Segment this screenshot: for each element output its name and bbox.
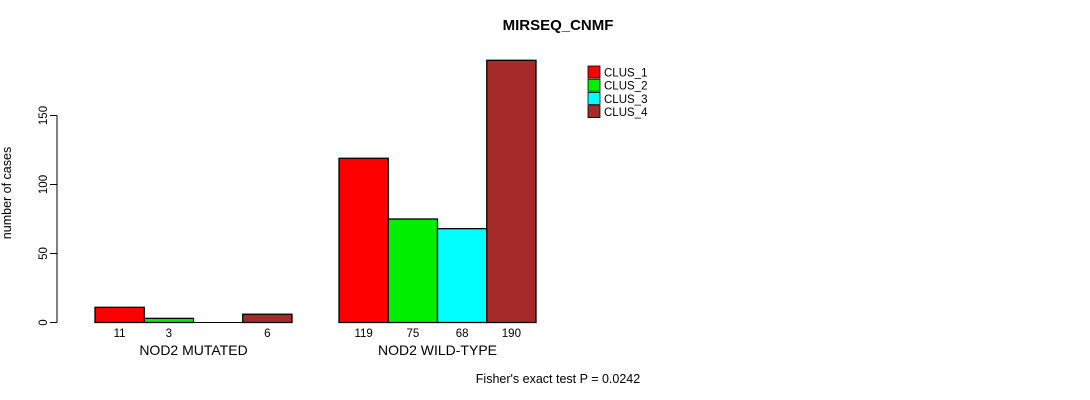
bar-clus_3 — [436, 228, 488, 324]
y-axis-tick-label: 150 — [38, 106, 50, 125]
y-axis-label: number of cases — [0, 147, 14, 239]
legend-label-clus_2: CLUS_2 — [604, 81, 647, 93]
bar-clus_1 — [94, 306, 145, 324]
chart-title: MIRSEQ_CNMF — [503, 17, 614, 34]
legend-swatch-clus_3 — [587, 92, 601, 105]
legend-swatch-clus_1 — [587, 65, 601, 79]
bar-value-label: 190 — [502, 328, 521, 340]
bar-clus_2 — [387, 218, 439, 324]
legend-label-clus_4: CLUS_4 — [604, 107, 648, 119]
y-axis-tick-label: 50 — [38, 247, 50, 260]
bar-clus_4 — [486, 59, 537, 324]
bar-clus_2 — [143, 317, 195, 324]
bar-clus_4 — [242, 313, 293, 324]
y-axis-tick-label: 0 — [38, 319, 50, 325]
bar-value-label: 75 — [406, 328, 419, 340]
group-label-nod2-wild-type: NOD2 WILD-TYPE — [378, 342, 497, 358]
bar-value-label: 68 — [456, 328, 469, 340]
legend-label-clus_1: CLUS_1 — [604, 68, 647, 80]
legend-label-clus_3: CLUS_3 — [604, 94, 647, 106]
group-label-nod2-mutated: NOD2 MUTATED — [139, 342, 247, 358]
bar-value-label: 3 — [166, 328, 172, 340]
bar-clus_1 — [338, 157, 389, 324]
y-axis-tick-label: 100 — [38, 175, 50, 194]
legend-swatch-clus_2 — [587, 78, 601, 92]
bar-value-label: 119 — [354, 328, 372, 340]
legend-swatch-clus_4 — [587, 105, 601, 118]
bar-value-label: 11 — [114, 328, 126, 340]
fisher-test-annotation: Fisher's exact test P = 0.0242 — [476, 372, 640, 386]
bar-value-label: 6 — [264, 328, 270, 340]
